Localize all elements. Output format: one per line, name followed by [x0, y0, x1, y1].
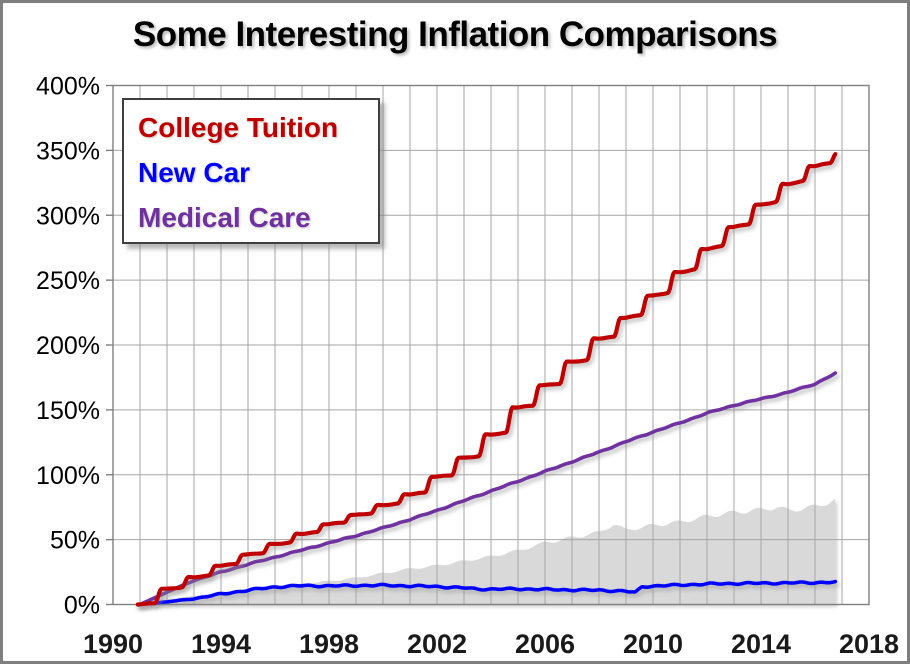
y-axis-label: 250% — [36, 267, 100, 295]
series-tuition-line — [135, 152, 838, 607]
legend: College Tuition New Car Medical Care — [122, 98, 380, 244]
y-axis-label: 150% — [36, 397, 100, 425]
y-axis-label: 200% — [36, 332, 100, 360]
series-medical-line — [136, 371, 838, 607]
series-gray-area — [137, 498, 836, 605]
chart-title: Some Interesting Inflation Comparisons — [132, 15, 778, 54]
y-axis-label: 400% — [36, 73, 100, 101]
x-axis-label: 1994 — [191, 629, 251, 659]
y-axis-label: 50% — [50, 527, 100, 555]
x-axis-label: 1998 — [299, 629, 359, 659]
y-axis-label: 100% — [36, 462, 100, 490]
x-axis-label: 2006 — [515, 629, 575, 659]
x-axis-label: 1990 — [83, 629, 143, 659]
x-axis-label: 2002 — [407, 629, 467, 659]
y-axis-label: 0% — [64, 592, 100, 620]
plot-area: 0% 50% 100% 150% 200% 250% 300% 350% 400% 1990 199… — [36, 73, 899, 660]
legend-item-newcar: New Car — [138, 157, 251, 188]
y-axis-label: 350% — [36, 137, 100, 165]
x-axis-label: 2018 — [839, 629, 899, 659]
series-newcar-line — [136, 579, 838, 607]
x-axis-label: 2010 — [623, 629, 683, 659]
x-axis-label: 2014 — [731, 629, 791, 659]
y-axis-label: 300% — [36, 202, 100, 230]
legend-item-tuition: College Tuition — [138, 112, 339, 143]
legend-item-medical: Medical Care — [138, 202, 311, 233]
